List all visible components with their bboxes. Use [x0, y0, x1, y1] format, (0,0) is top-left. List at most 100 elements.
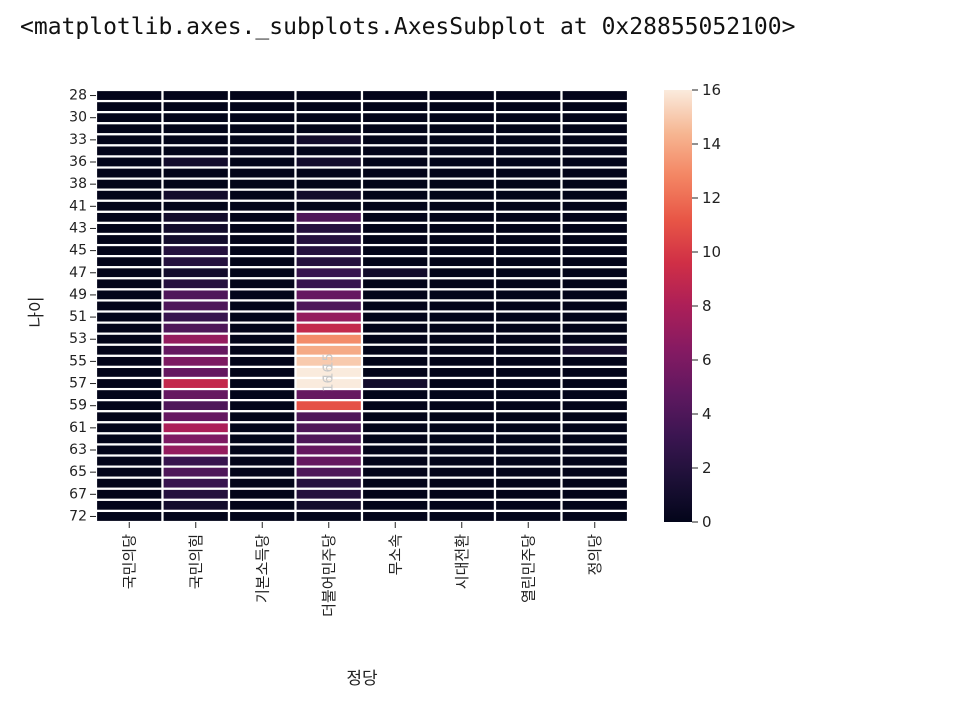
heatmap-cell-r17-c3: [294, 277, 364, 291]
heatmap-cell-r15-c1: [161, 255, 231, 269]
heatmap-cell-r1-c0: [94, 99, 164, 114]
heatmap-cell-r28-c3: [294, 399, 364, 413]
x-tick-labels: 국민의당 국민의힘 기본소득당 더불어민주당 무소속 시대전환 열린민주당 정의당: [120, 522, 604, 617]
colorbar-tick-label-6: 6: [702, 351, 712, 369]
heatmap-cell-r0-c2: [227, 88, 297, 103]
heatmap-cell-r21-c6: [493, 321, 563, 335]
heatmap-cell-r24-c1: [161, 354, 231, 369]
heatmap-cell-r34-c4: [360, 465, 430, 479]
heatmap-cell-r34-c0: [94, 465, 164, 479]
heatmap-cell-r28-c1: [161, 399, 231, 413]
heatmap-cell-r21-c4: [360, 321, 430, 335]
heatmap-cell-r5-c7: [560, 144, 630, 158]
heatmap-cell-r12-c0: [94, 221, 164, 236]
heatmap-cell-r37-c1: [161, 498, 231, 513]
colorbar-tick-label-12: 12: [702, 189, 721, 207]
heatmap-cell-r22-c1: [161, 332, 231, 346]
x-tick-label-eab8b0ebb3b8ec868ceb939deb8bb9: 기본소득당: [253, 534, 271, 603]
heatmap-cell-r15-c4: [360, 255, 430, 269]
heatmap-cell-r27-c7: [560, 387, 630, 402]
heatmap-cell-r27-c0: [94, 387, 164, 402]
y-tick-label-72: 72: [69, 508, 87, 524]
heatmap-cell-r17-c0: [94, 277, 164, 291]
heatmap-cell-r22-c4: [360, 332, 430, 346]
heatmap-cell-r13-c4: [360, 232, 430, 247]
heatmap-cell-r4-c6: [493, 133, 563, 147]
x-axis-label: 정당: [346, 669, 378, 689]
heatmap-cell-r37-c7: [560, 498, 630, 513]
heatmap-cell-r36-c2: [227, 487, 297, 501]
heatmap-cell-r3-c4: [360, 122, 430, 136]
heatmap-cell-r22-c6: [493, 332, 563, 346]
heatmap-cell-r30-c0: [94, 421, 164, 435]
heatmap-cell-r37-c4: [360, 498, 430, 513]
heatmap-cell-r8-c0: [94, 177, 164, 191]
heatmap-cell-r9-c4: [360, 188, 430, 202]
heatmap-cell-r1-c7: [560, 99, 630, 114]
heatmap-cell-r0-c3: [294, 88, 364, 103]
heatmap-cell-r25-c5: [427, 365, 497, 380]
heatmap-cell-r29-c6: [493, 410, 563, 424]
heatmap-cell-r20-c6: [493, 310, 563, 324]
heatmap-cell-r31-c3: [294, 432, 364, 446]
heatmap-cell-r14-c4: [360, 243, 430, 258]
heatmap-cell-r23-c5: [427, 343, 497, 357]
heatmap-cell-r29-c1: [161, 410, 231, 424]
heatmap-cell-r32-c2: [227, 443, 297, 457]
heatmap-cell-r14-c2: [227, 243, 297, 258]
heatmap-cell-r38-c5: [427, 509, 497, 524]
y-tick-label-59: 59: [69, 398, 87, 414]
heatmap-cell-r12-c6: [493, 221, 563, 236]
heatmap-cell-r16-c5: [427, 266, 497, 280]
heatmap-cell-r20-c1: [161, 310, 231, 324]
heatmap-cell-r9-c2: [227, 188, 297, 202]
heatmap-cell-r31-c7: [560, 432, 630, 446]
heatmap-cell-r22-c3: [294, 332, 364, 346]
heatmap-cell-r24-c0: [94, 354, 164, 369]
y-tick-label-61: 61: [69, 420, 87, 436]
heatmap-cell-r5-c0: [94, 144, 164, 158]
heatmap-cell-r36-c5: [427, 487, 497, 501]
heatmap-cell-r29-c5: [427, 410, 497, 424]
heatmap-cell-r9-c3: [294, 188, 364, 202]
heatmap-cells: [94, 88, 630, 524]
heatmap-cell-r20-c2: [227, 310, 297, 324]
heatmap-cell-r16-c1: [161, 266, 231, 280]
heatmap-cell-r38-c7: [560, 509, 630, 524]
heatmap-cell-r20-c0: [94, 310, 164, 324]
heatmap-cell-r0-c4: [360, 88, 430, 103]
heatmap-cell-r18-c4: [360, 288, 430, 302]
heatmap-cell-r11-c5: [427, 210, 497, 225]
heatmap-cell-r36-c1: [161, 487, 231, 501]
heatmap-cell-r38-c0: [94, 509, 164, 524]
heatmap-cell-r26-c5: [427, 376, 497, 391]
heatmap-cell-r0-c1: [161, 88, 231, 103]
heatmap-cell-r18-c0: [94, 288, 164, 302]
heatmap-cell-r10-c7: [560, 199, 630, 213]
heatmap-cell-r19-c1: [161, 299, 231, 313]
heatmap-cell-r3-c3: [294, 122, 364, 136]
heatmap-cell-r32-c3: [294, 443, 364, 457]
heatmap-cell-r10-c6: [493, 199, 563, 213]
y-tick-label-28: 28: [69, 88, 87, 104]
heatmap-cell-r13-c2: [227, 232, 297, 247]
colorbar: [664, 90, 692, 522]
heatmap-cell-r18-c1: [161, 288, 231, 302]
heatmap-cell-r21-c0: [94, 321, 164, 335]
heatmap-cell-r2-c7: [560, 111, 630, 125]
heatmap-cell-r14-c3: [294, 243, 364, 258]
heatmap-cell-r15-c3: [294, 255, 364, 269]
heatmap-cell-r11-c0: [94, 210, 164, 225]
heatmap-cell-r12-c3: [294, 221, 364, 236]
y-tick-label-51: 51: [69, 309, 87, 325]
heatmap-cell-r14-c0: [94, 243, 164, 258]
heatmap-cell-r9-c5: [427, 188, 497, 202]
heatmap-cell-r14-c5: [427, 243, 497, 258]
heatmap-cell-r7-c6: [493, 166, 563, 180]
heatmap-cell-r19-c0: [94, 299, 164, 313]
heatmap-cell-r15-c0: [94, 255, 164, 269]
heatmap-cell-r18-c2: [227, 288, 297, 302]
heatmap-cell-r36-c4: [360, 487, 430, 501]
heatmap-cell-r14-c1: [161, 243, 231, 258]
heatmap-cell-r20-c5: [427, 310, 497, 324]
